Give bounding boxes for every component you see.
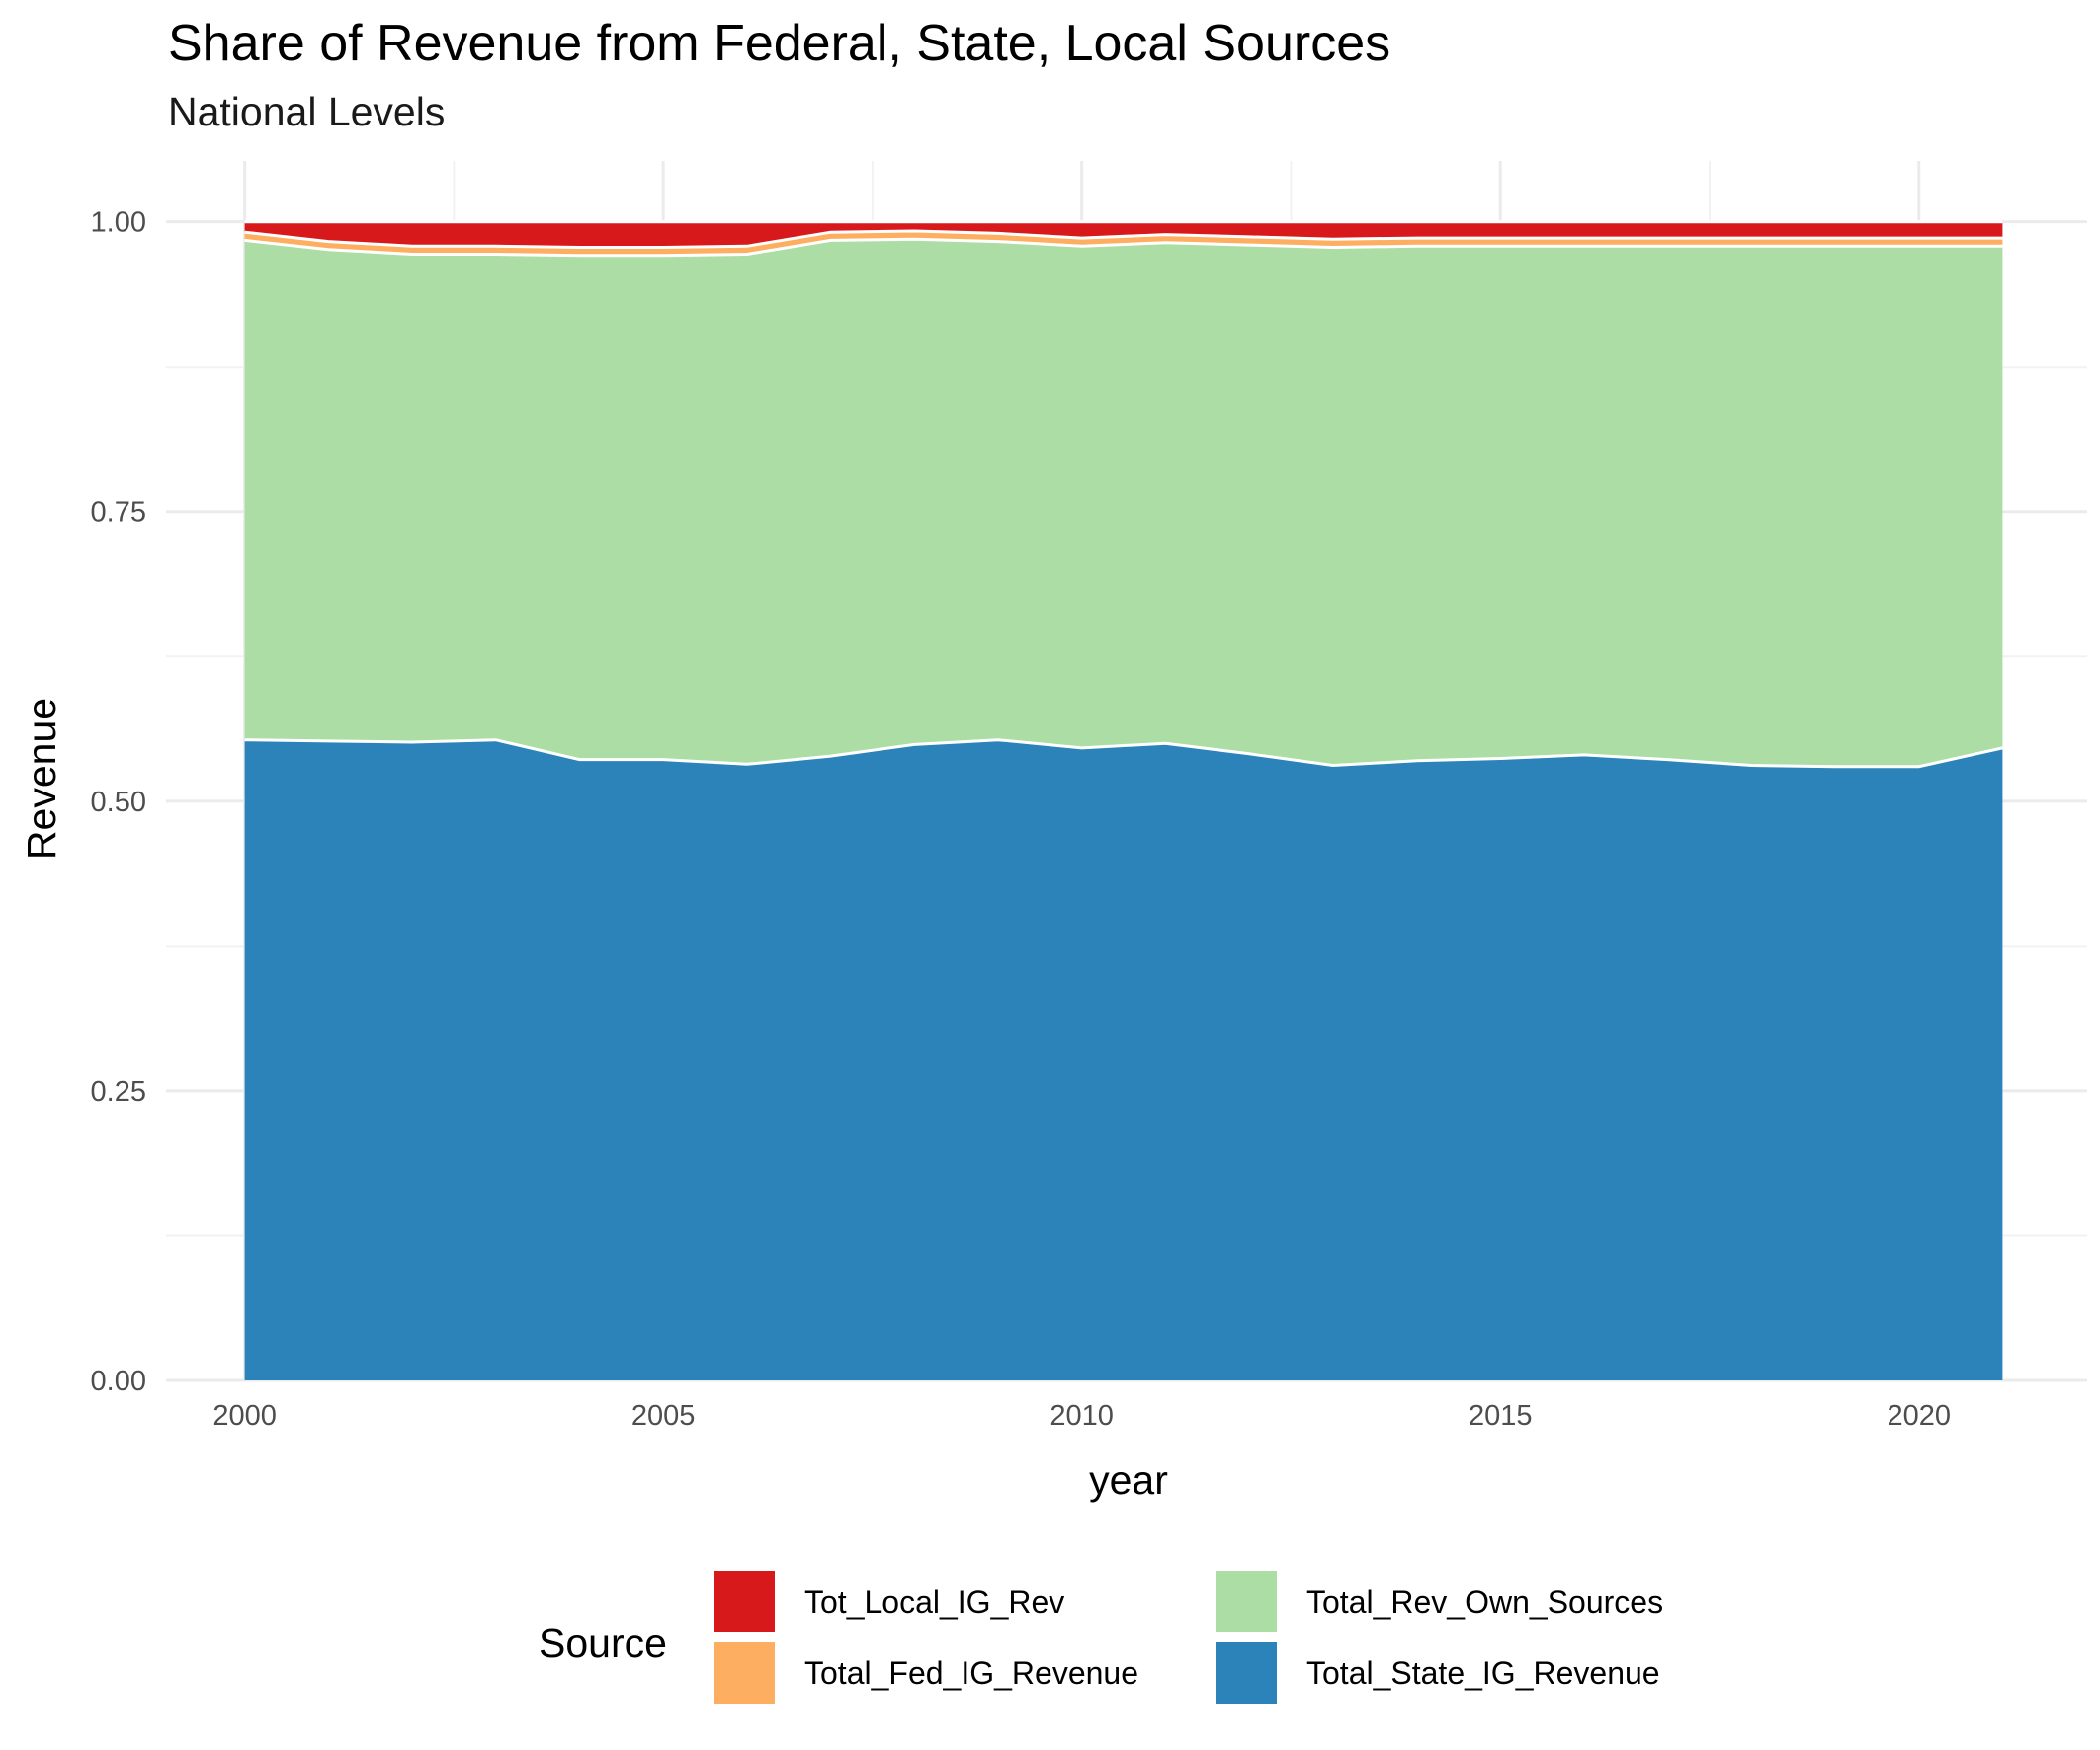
- legend: Source Tot_Local_IG_Rev Total_Fed_IG_Rev…: [539, 1571, 1724, 1719]
- area-total-state-ig-revenue: [244, 739, 2003, 1380]
- x-tick-label: 2015: [1469, 1400, 1533, 1432]
- x-tick-label: 2005: [631, 1400, 696, 1432]
- x-tick-label: 2010: [1050, 1400, 1114, 1432]
- chart-subtitle: National Levels: [168, 89, 446, 134]
- area-boundary-line: [244, 237, 2003, 258]
- y-axis-title: Revenue: [19, 698, 64, 860]
- area-tot-local-ig-rev: [244, 221, 2003, 248]
- y-tick-label: 0.75: [91, 497, 146, 529]
- legend-title: Source: [539, 1621, 667, 1666]
- x-axis-ticks: 2000 2005 2010 2015 2020: [212, 1400, 1951, 1432]
- area-boundary-line: [244, 229, 2003, 249]
- legend-label: Total_Fed_IG_Revenue: [804, 1655, 1138, 1691]
- area-series: [244, 220, 2003, 1380]
- x-tick-label: 2000: [212, 1400, 277, 1432]
- area-total-rev-own-sources: [244, 239, 2003, 767]
- x-axis-title: year: [1089, 1458, 1168, 1503]
- area-boundary-line: [244, 738, 2003, 769]
- y-tick-label: 0.50: [91, 787, 146, 818]
- legend-label: Total_State_IG_Revenue: [1306, 1655, 1660, 1691]
- legend-swatch: [714, 1642, 775, 1704]
- chart-title: Share of Revenue from Federal, State, Lo…: [168, 15, 1391, 72]
- legend-swatch: [714, 1571, 775, 1632]
- y-axis-ticks: 0.00 0.25 0.50 0.75 1.00: [91, 208, 146, 1397]
- y-tick-label: 0.25: [91, 1076, 146, 1108]
- legend-swatch: [1216, 1642, 1277, 1704]
- legend-swatch: [1216, 1571, 1277, 1632]
- y-tick-label: 0.00: [91, 1366, 146, 1397]
- legend-label: Tot_Local_IG_Rev: [804, 1584, 1065, 1620]
- legend-label: Total_Rev_Own_Sources: [1306, 1584, 1664, 1620]
- x-tick-label: 2020: [1887, 1400, 1951, 1432]
- y-tick-label: 1.00: [91, 208, 146, 239]
